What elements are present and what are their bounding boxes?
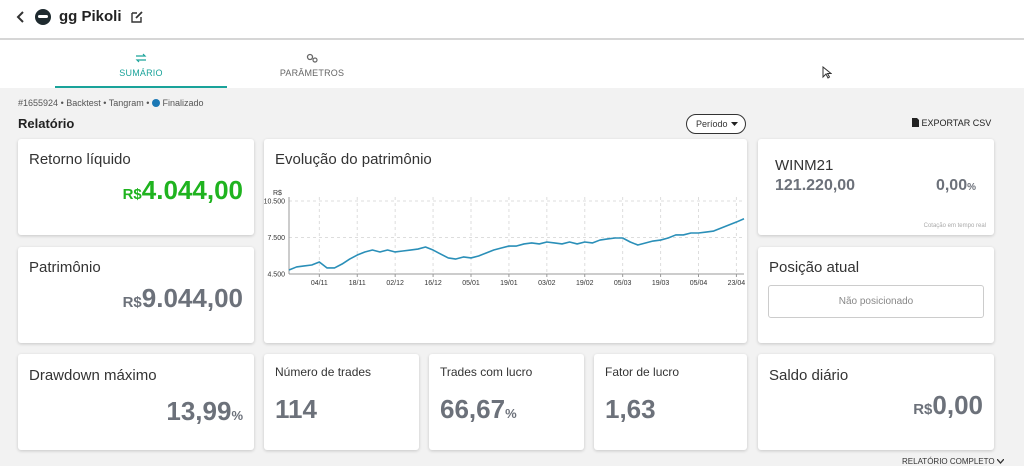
x-tick-label: 19/03: [652, 280, 670, 287]
unit: %: [231, 408, 243, 423]
y-tick-label: 10.500: [264, 199, 285, 206]
card-position: Posição atual Não posicionado: [758, 247, 994, 343]
tab-parameters[interactable]: PARÂMETROS: [226, 40, 398, 88]
mode: Backtest: [66, 98, 101, 108]
card-title: Patrimônio: [29, 259, 101, 276]
backtest-id: #1655924: [18, 98, 59, 108]
export-csv[interactable]: EXPORTAR CSV: [912, 118, 991, 128]
amount: 13,99: [166, 396, 232, 426]
card-drawdown: Drawdown máximo 13,99%: [18, 354, 254, 450]
logo: [35, 9, 51, 25]
change: 0,00%: [936, 177, 976, 195]
report-title: Relatório: [18, 116, 75, 131]
card-trades: Número de trades 114: [264, 354, 419, 450]
x-tick-label: 23/04: [728, 280, 746, 287]
card-value: 114: [275, 394, 317, 424]
card-title: Retorno líquido: [29, 151, 131, 168]
card-value: 66,67%: [440, 394, 517, 425]
card-profit-factor: Fator de lucro 1,63: [594, 354, 747, 450]
card-title: Drawdown máximo: [29, 367, 157, 384]
x-tick-label: 05/01: [462, 280, 480, 287]
card-value: R$0,00: [913, 390, 983, 421]
separator: •: [103, 98, 107, 108]
full-report-label: RELATÓRIO COMPLETO: [902, 457, 995, 466]
x-tick-label: 05/04: [690, 280, 708, 287]
period-button[interactable]: Período: [686, 114, 746, 134]
card-title: Número de trades: [275, 365, 372, 379]
amount: 0,00: [932, 390, 983, 420]
chart-title: Evolução do patrimônio: [275, 151, 432, 168]
chevron: [996, 458, 1005, 464]
breadcrumb: #1655924 • Backtest • Tangram • Finaliza…: [18, 98, 204, 108]
card-equity: Patrimônio R$9.044,00: [18, 247, 254, 343]
card-net-return: Retorno líquido R$4.044,00: [18, 139, 254, 235]
back-button[interactable]: [16, 10, 26, 24]
equity-chart: R$ 4.500 7.500 10.500 04/11 18/11 02/12 16/12 05…: [264, 190, 746, 287]
currency: R$: [122, 294, 142, 311]
tab-icon: [135, 53, 147, 63]
card-value: R$4.044,00: [123, 175, 243, 206]
tab-icon: [306, 53, 318, 63]
card-value: 13,99%: [166, 396, 243, 427]
tab-label: PARÂMETROS: [279, 68, 345, 78]
amount: 4.044,00: [141, 175, 243, 205]
unit: %: [505, 406, 517, 421]
x-tick-label: 19/02: [576, 280, 594, 287]
unit: %: [967, 182, 976, 193]
export-label: EXPORTAR CSV: [921, 118, 992, 128]
y-tick-label: 7.500: [267, 235, 285, 242]
y-axis-label: R$: [273, 190, 282, 197]
strategy-title: gg Pikoli: [59, 8, 122, 25]
card-title: Fator de lucro: [605, 365, 680, 379]
card-daily: Saldo diário R$0,00: [758, 354, 994, 450]
x-tick-label: 19/01: [500, 280, 518, 287]
x-tick-label: 02/12: [386, 280, 404, 287]
file-icon: [912, 118, 919, 127]
card-winning: Trades com lucro 66,67%: [429, 354, 584, 450]
cursor: [822, 66, 832, 79]
separator: •: [146, 98, 150, 108]
equity-line: [288, 217, 745, 271]
edit-button[interactable]: [130, 10, 144, 24]
y-tick-label: 4.500: [267, 272, 285, 279]
quote-note: Cotação em tempo real: [923, 223, 986, 229]
x-tick-label: 03/02: [538, 280, 556, 287]
x-tick-label: 04/11: [311, 280, 328, 287]
card-value: R$9.044,00: [123, 283, 243, 314]
position-status: Não posicionado: [768, 285, 984, 318]
status: Finalizado: [162, 98, 204, 108]
currency: R$: [122, 186, 142, 203]
card-title: Saldo diário: [769, 367, 849, 384]
x-tick-label: 05/03: [614, 280, 632, 287]
tab-summary[interactable]: SUMÁRIO: [55, 40, 227, 88]
card-title: Trades com lucro: [440, 365, 533, 379]
separator: •: [60, 98, 64, 108]
currency: R$: [913, 401, 933, 418]
top-bar: gg Pikoli: [0, 0, 1024, 40]
card-value: 1,63: [605, 394, 656, 424]
tab-bar: SUMÁRIO PARÂMETROS: [0, 40, 1024, 88]
change-value: 0,00: [935, 177, 968, 194]
x-tick-label: 16/12: [424, 280, 442, 287]
symbol: WINM21: [775, 157, 834, 174]
dropdown-icon: [731, 122, 738, 126]
card-chart: Evolução do patrimônio R$ 4.500 7.500 10.50…: [264, 139, 747, 343]
x-tick-label: 18/11: [349, 280, 366, 287]
amount: 9.044,00: [141, 283, 243, 313]
status-dot: [151, 99, 160, 107]
full-report-link[interactable]: RELATÓRIO COMPLETO: [902, 457, 1005, 466]
tab-label: SUMÁRIO: [119, 68, 163, 78]
card-quote: WINM21 121.220,00 0,00% Cotação em tempo…: [758, 139, 994, 235]
card-title: Posição atual: [769, 259, 860, 276]
period-label: Período: [696, 119, 728, 129]
amount: 66,67: [440, 394, 506, 424]
price: 121.220,00: [775, 177, 856, 194]
strategy: Tangram: [108, 98, 144, 108]
